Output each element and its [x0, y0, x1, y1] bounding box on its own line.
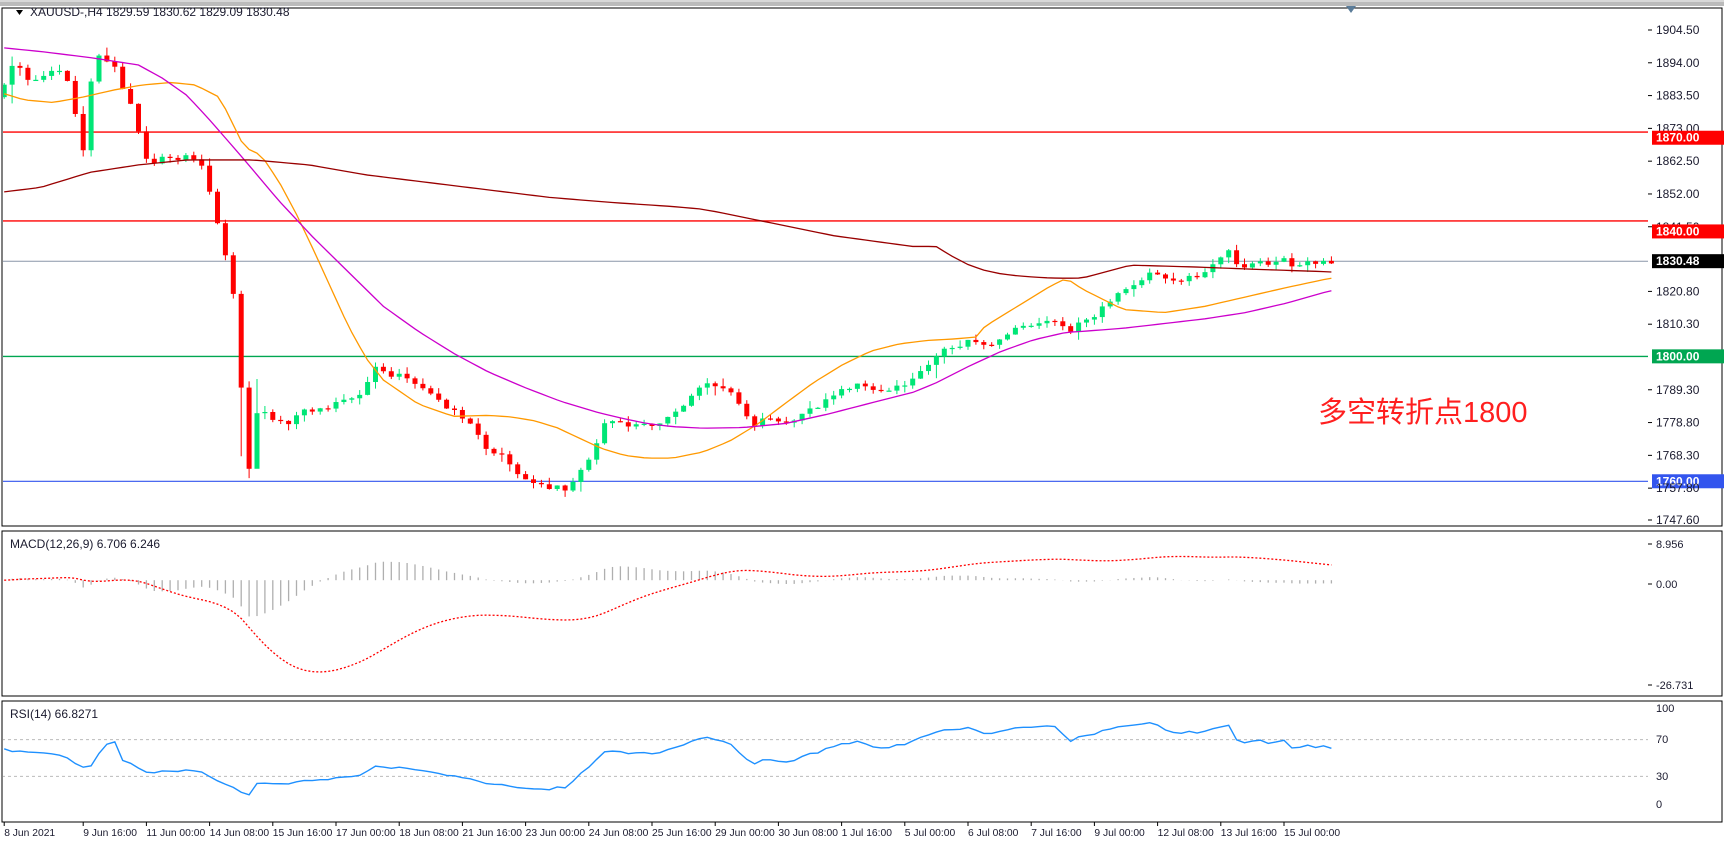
svg-text:-26.731: -26.731 — [1656, 680, 1693, 692]
svg-text:29 Jun 00:00: 29 Jun 00:00 — [715, 828, 775, 839]
svg-text:9 Jun 16:00: 9 Jun 16:00 — [83, 828, 137, 839]
svg-text:25 Jun 16:00: 25 Jun 16:00 — [652, 828, 712, 839]
svg-text:1 Jul 16:00: 1 Jul 16:00 — [842, 828, 893, 839]
svg-text:1778.80: 1778.80 — [1656, 416, 1700, 430]
svg-text:12 Jul 08:00: 12 Jul 08:00 — [1158, 828, 1214, 839]
svg-text:9 Jul 00:00: 9 Jul 00:00 — [1094, 828, 1145, 839]
svg-text:21 Jun 16:00: 21 Jun 16:00 — [462, 828, 522, 839]
svg-text:1904.50: 1904.50 — [1656, 23, 1700, 37]
svg-text:30: 30 — [1656, 771, 1668, 783]
svg-text:23 Jun 00:00: 23 Jun 00:00 — [526, 828, 586, 839]
svg-text:1800.00: 1800.00 — [1656, 349, 1700, 363]
svg-text:1862.50: 1862.50 — [1656, 154, 1700, 168]
svg-text:6 Jul 08:00: 6 Jul 08:00 — [968, 828, 1019, 839]
svg-text:5 Jul 00:00: 5 Jul 00:00 — [905, 828, 956, 839]
svg-text:1894.00: 1894.00 — [1656, 56, 1700, 70]
svg-text:多空转折点1800: 多空转折点1800 — [1318, 396, 1528, 429]
svg-text:1870.00: 1870.00 — [1656, 131, 1700, 145]
svg-text:11 Jun 00:00: 11 Jun 00:00 — [146, 828, 205, 839]
svg-text:15 Jul 00:00: 15 Jul 00:00 — [1284, 828, 1340, 839]
svg-text:15 Jun 16:00: 15 Jun 16:00 — [273, 828, 333, 839]
svg-text:7 Jul 16:00: 7 Jul 16:00 — [1031, 828, 1082, 839]
svg-text:0: 0 — [1656, 799, 1662, 811]
svg-text:13 Jul 16:00: 13 Jul 16:00 — [1221, 828, 1277, 839]
svg-text:24 Jun 08:00: 24 Jun 08:00 — [589, 828, 649, 839]
svg-text:30 Jun 08:00: 30 Jun 08:00 — [778, 828, 838, 839]
svg-text:1757.80: 1757.80 — [1656, 481, 1700, 495]
svg-text:100: 100 — [1656, 703, 1674, 715]
svg-text:1852.00: 1852.00 — [1656, 187, 1700, 201]
svg-text:1830.48: 1830.48 — [1656, 254, 1700, 268]
svg-text:8.956: 8.956 — [1656, 539, 1684, 551]
svg-text:14 Jun 08:00: 14 Jun 08:00 — [210, 828, 270, 839]
svg-text:70: 70 — [1656, 734, 1668, 746]
svg-text:1789.30: 1789.30 — [1656, 383, 1700, 397]
svg-text:1820.80: 1820.80 — [1656, 284, 1700, 298]
svg-text:1883.50: 1883.50 — [1656, 89, 1700, 103]
svg-text:RSI(14) 66.8271: RSI(14) 66.8271 — [10, 707, 98, 721]
svg-text:0.00: 0.00 — [1656, 579, 1677, 591]
svg-text:1747.60: 1747.60 — [1656, 513, 1700, 527]
svg-text:MACD(12,26,9) 6.706 6.246: MACD(12,26,9) 6.706 6.246 — [10, 537, 160, 551]
svg-text:18 Jun 08:00: 18 Jun 08:00 — [399, 828, 459, 839]
svg-text:17 Jun 00:00: 17 Jun 00:00 — [336, 828, 396, 839]
svg-text:8 Jun 2021: 8 Jun 2021 — [4, 828, 55, 839]
svg-text:1810.30: 1810.30 — [1656, 317, 1700, 331]
svg-text:1768.30: 1768.30 — [1656, 448, 1700, 462]
svg-text:XAUUSD-,H4 1829.59 1830.62 1: XAUUSD-,H4 1829.59 1830.62 1829.09 1830.… — [30, 5, 290, 19]
svg-text:1840.00: 1840.00 — [1656, 224, 1700, 238]
